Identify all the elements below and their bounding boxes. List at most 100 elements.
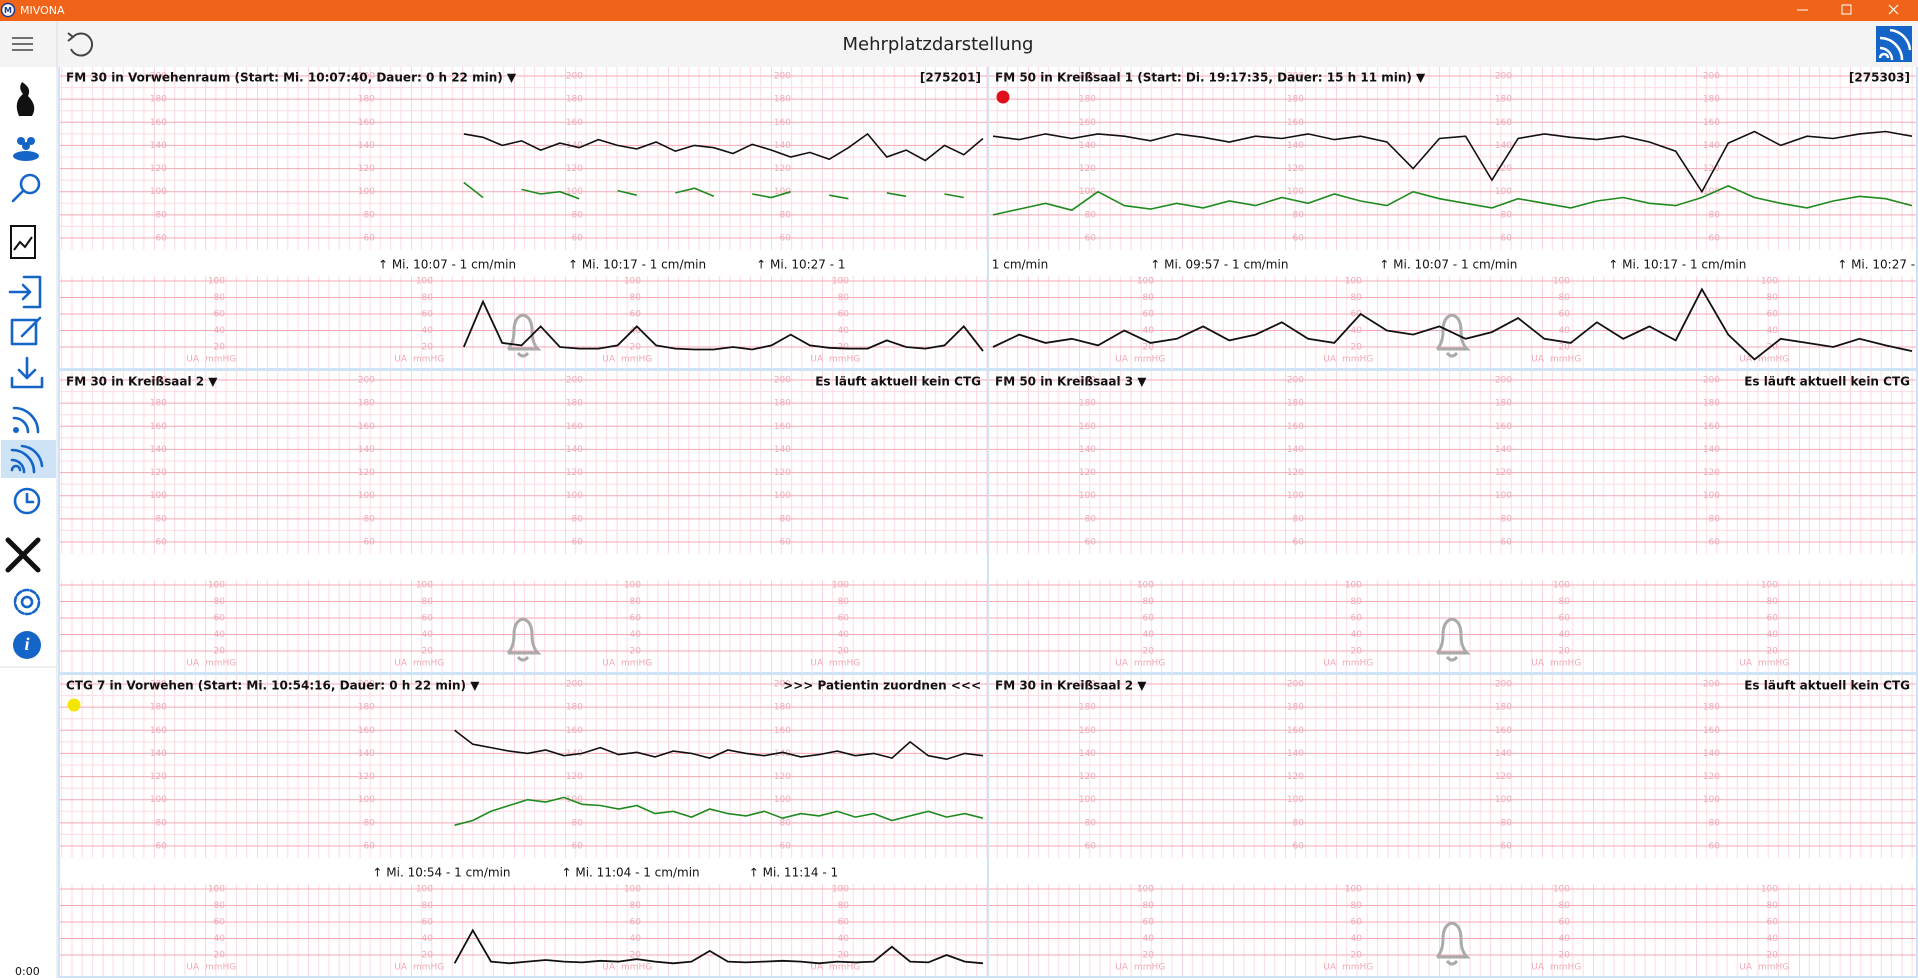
ua-scale-label: 60: [214, 614, 226, 624]
fhr-scale-label: 80: [780, 210, 792, 220]
fhr-scale-label: 160: [1703, 422, 1720, 432]
fhr-scale-label: 60: [780, 234, 792, 244]
ua-scale-label: 20: [1767, 647, 1779, 657]
fhr-scale-label: 80: [1085, 818, 1097, 828]
ua-scale-label: 100: [624, 277, 641, 287]
fhr-scale-label: 80: [156, 514, 168, 524]
fhr-scale-label: 60: [1085, 234, 1097, 244]
fhr-scale-label: 120: [774, 164, 791, 174]
fhr-scale-label: 80: [1085, 514, 1097, 524]
fhr-scale-label: 200: [1703, 72, 1720, 82]
fhr-scale-label: 160: [150, 118, 167, 128]
fhr-scale-label: 180: [566, 95, 583, 105]
ua-scale-label: 20: [1143, 647, 1155, 657]
fhr-scale-label: 180: [1079, 399, 1096, 409]
fhr-scale-label: 180: [1287, 703, 1304, 713]
fhr-scale-label: 140: [1079, 749, 1096, 759]
svg-text:i: i: [24, 634, 29, 654]
ua-scale-label: 40: [1767, 934, 1779, 944]
nav-report[interactable]: [11, 226, 35, 258]
ua-scale-label: 20: [214, 647, 226, 657]
fhr-scale-label: 60: [1501, 234, 1513, 244]
ua-scale-label: 60: [1559, 614, 1571, 624]
ua-scale-label: 40: [214, 326, 226, 336]
fhr-scale-label: 140: [1495, 141, 1512, 151]
fhr-scale-label: 200: [1495, 680, 1512, 690]
fhr-scale-label: 140: [774, 141, 791, 151]
fhr-scale-label: 80: [364, 210, 376, 220]
ua-unit: mmHG: [621, 659, 652, 669]
fhr-scale-label: 180: [774, 95, 791, 105]
ua-scale-label: 80: [630, 901, 642, 911]
clock: 0:00: [15, 965, 40, 978]
fhr-scale-label: 160: [1079, 422, 1096, 432]
status-indicator: [997, 91, 1010, 104]
ua-unit: mmHG: [1342, 355, 1373, 365]
ua-scale-label: 100: [624, 581, 641, 591]
ua-scale-label: 40: [838, 326, 850, 336]
multi-view-logo[interactable]: [1876, 26, 1912, 62]
fhr-scale-label: 100: [1703, 795, 1720, 805]
ua-scale-label: 20: [1559, 343, 1571, 353]
fhr-scale-label: 120: [1079, 468, 1096, 478]
fhr-scale-label: 140: [1495, 445, 1512, 455]
fhr-scale-label: 180: [1495, 399, 1512, 409]
ua-label: UA: [1115, 963, 1129, 973]
ua-unit: mmHG: [829, 659, 860, 669]
fhr-scale-label: 100: [150, 491, 167, 501]
ua-scale-label: 100: [208, 885, 225, 895]
fhr-scale-label: 160: [1495, 422, 1512, 432]
fhr-scale-label: 200: [566, 376, 583, 386]
ua-scale-label: 100: [1345, 277, 1362, 287]
fhr-scale-label: 140: [774, 445, 791, 455]
fhr-scale-label: 80: [364, 818, 376, 828]
ua-label: UA: [1115, 659, 1129, 669]
ua-scale-label: 40: [422, 934, 434, 944]
ua-scale-label: 40: [1767, 630, 1779, 640]
fhr-scale-label: 60: [156, 842, 168, 852]
ua-scale-label: 40: [1351, 326, 1363, 336]
fhr-scale-label: 60: [1501, 538, 1513, 548]
ua-scale-label: 80: [1767, 901, 1779, 911]
ua-scale-label: 40: [1143, 326, 1155, 336]
ua-scale-label: 80: [1351, 901, 1363, 911]
fhr-scale-label: 160: [1495, 118, 1512, 128]
fhr-scale-label: 100: [358, 491, 375, 501]
ua-scale-label: 80: [422, 293, 434, 303]
fhr-scale-label: 100: [1703, 491, 1720, 501]
panel-title: CTG 7 in Vorwehen (Start: Mi. 10:54:16, …: [66, 679, 480, 693]
ua-scale-label: 80: [214, 901, 226, 911]
ua-scale-label: 20: [1767, 951, 1779, 961]
ua-scale-label: 40: [630, 934, 642, 944]
fhr-scale-label: 180: [1703, 703, 1720, 713]
window-title: MIVONA: [20, 4, 65, 17]
fhr-scale-label: 140: [1703, 749, 1720, 759]
fhr-scale-label: 100: [1495, 795, 1512, 805]
ua-scale-label: 20: [630, 343, 642, 353]
fhr-scale-label: 160: [774, 726, 791, 736]
fhr-scale-label: 200: [1287, 680, 1304, 690]
ua-scale-label: 20: [214, 343, 226, 353]
ua-scale-label: 60: [214, 310, 226, 320]
title-bar: [0, 0, 1918, 21]
fhr-scale-label: 100: [1079, 491, 1096, 501]
fhr-scale-label: 120: [150, 772, 167, 782]
nav-info[interactable]: i: [13, 631, 41, 659]
fhr-scale-label: 160: [358, 422, 375, 432]
status-indicator: [68, 699, 81, 712]
fhr-scale-label: 180: [150, 703, 167, 713]
ua-scale-label: 20: [1143, 951, 1155, 961]
ua-scale-label: 80: [1559, 597, 1571, 607]
fhr-scale-label: 100: [1287, 491, 1304, 501]
fhr-scale-label: 140: [1287, 445, 1304, 455]
ua-scale-label: 60: [630, 310, 642, 320]
fhr-scale-label: 60: [1709, 538, 1721, 548]
ua-scale-label: 80: [1351, 293, 1363, 303]
ua-scale-label: 100: [416, 885, 433, 895]
fhr-scale-label: 60: [1293, 538, 1305, 548]
ua-scale-label: 100: [1345, 581, 1362, 591]
ua-label: UA: [1323, 355, 1337, 365]
fhr-grid: [989, 675, 1916, 858]
ua-scale-label: 20: [1351, 343, 1363, 353]
